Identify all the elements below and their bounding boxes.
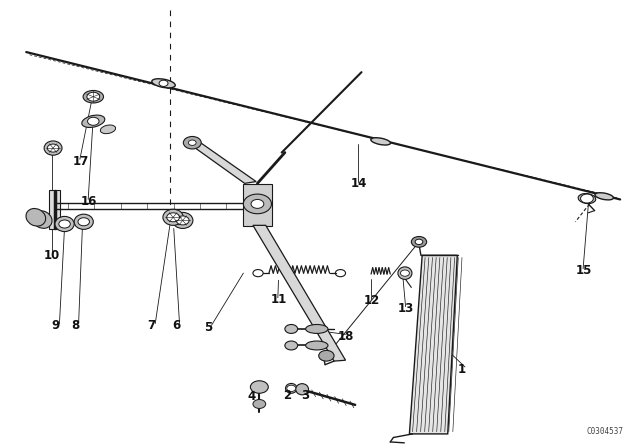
Text: 11: 11 [270,293,287,306]
Ellipse shape [55,216,74,232]
Text: C0304537: C0304537 [586,427,623,436]
Text: 9: 9 [52,319,60,332]
Ellipse shape [100,125,116,134]
Circle shape [47,144,59,152]
Ellipse shape [173,212,193,228]
Polygon shape [243,184,272,226]
Circle shape [159,80,168,86]
Circle shape [319,350,334,361]
Ellipse shape [306,341,328,350]
Polygon shape [49,190,60,229]
Ellipse shape [578,194,596,203]
Text: 13: 13 [398,302,414,315]
Circle shape [253,400,266,409]
Circle shape [580,194,593,203]
Ellipse shape [33,211,52,228]
Polygon shape [410,255,458,434]
Ellipse shape [26,208,45,226]
Polygon shape [189,142,256,183]
Text: 7: 7 [148,319,156,332]
Circle shape [285,324,298,333]
Text: 8: 8 [71,319,79,332]
Text: 6: 6 [172,319,180,332]
Ellipse shape [296,383,308,395]
Circle shape [287,385,296,392]
Circle shape [59,220,70,228]
Ellipse shape [152,79,175,88]
Ellipse shape [74,214,93,229]
Text: 14: 14 [351,177,367,190]
Circle shape [87,92,100,101]
Ellipse shape [163,209,183,225]
Circle shape [243,194,271,214]
Ellipse shape [371,138,390,145]
Circle shape [401,270,410,276]
Circle shape [412,237,427,247]
Text: 16: 16 [81,195,97,208]
Text: 2: 2 [283,389,291,402]
Text: 5: 5 [204,321,212,334]
Circle shape [78,218,90,226]
Circle shape [176,216,189,225]
Text: 10: 10 [44,249,60,262]
Text: 1: 1 [458,362,465,376]
Circle shape [183,137,201,149]
Circle shape [415,239,423,245]
Text: 18: 18 [338,330,355,343]
Ellipse shape [44,141,62,155]
Ellipse shape [285,383,297,393]
Circle shape [251,199,264,208]
Text: 4: 4 [248,390,256,403]
Circle shape [188,140,196,146]
Text: 12: 12 [364,294,380,307]
Circle shape [285,341,298,350]
Text: 17: 17 [72,155,88,168]
Ellipse shape [83,90,104,103]
Text: 3: 3 [301,389,309,402]
Ellipse shape [306,324,328,333]
Circle shape [250,381,268,393]
Circle shape [167,213,179,222]
Ellipse shape [398,267,412,280]
Circle shape [88,117,99,125]
Text: 15: 15 [575,264,592,277]
Polygon shape [253,225,346,361]
Ellipse shape [595,193,613,200]
Ellipse shape [82,115,105,128]
